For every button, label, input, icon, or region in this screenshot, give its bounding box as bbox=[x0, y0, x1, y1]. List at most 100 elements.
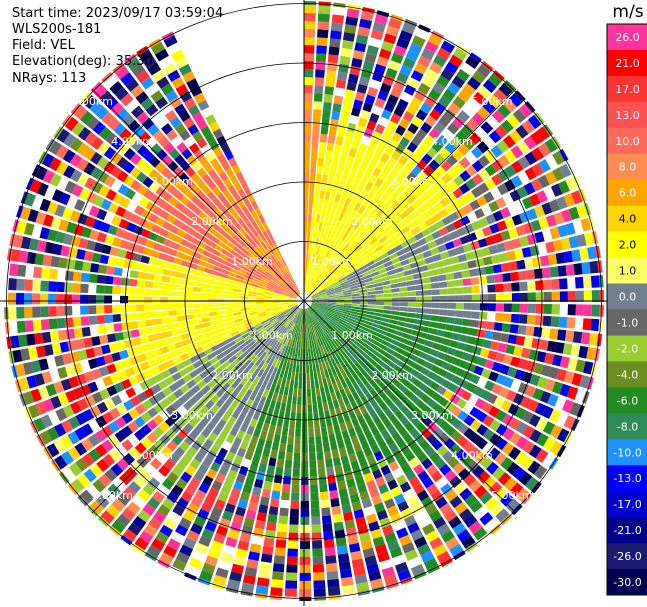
velocity-gate bbox=[392, 449, 404, 460]
velocity-gate bbox=[421, 416, 433, 427]
velocity-gate bbox=[332, 315, 340, 321]
velocity-gate bbox=[350, 285, 359, 290]
velocity-gate bbox=[338, 221, 346, 231]
velocity-gate bbox=[506, 461, 520, 476]
velocity-gate bbox=[534, 205, 546, 218]
velocity-gate bbox=[401, 177, 412, 189]
velocity-gate bbox=[526, 208, 538, 221]
velocity-gate bbox=[360, 227, 369, 236]
velocity-gate bbox=[474, 208, 485, 219]
velocity-gate bbox=[566, 317, 576, 329]
velocity-gate bbox=[316, 310, 323, 317]
velocity-gate bbox=[482, 339, 492, 349]
velocity-gate bbox=[429, 537, 443, 550]
velocity-gate bbox=[426, 333, 436, 342]
velocity-gate bbox=[374, 312, 383, 317]
velocity-gate bbox=[509, 482, 524, 497]
velocity-gate bbox=[359, 301, 368, 305]
velocity-gate bbox=[452, 462, 465, 475]
velocity-gate bbox=[326, 289, 335, 293]
velocity-gate bbox=[357, 205, 366, 215]
velocity-gate bbox=[329, 349, 336, 358]
velocity-gate bbox=[330, 279, 339, 285]
velocity-gate bbox=[345, 324, 353, 331]
velocity-gate bbox=[351, 363, 359, 373]
velocity-gate bbox=[316, 230, 321, 239]
velocity-gate bbox=[400, 166, 411, 177]
velocity-gate bbox=[321, 117, 330, 127]
velocity-gate bbox=[332, 103, 342, 113]
velocity-gate bbox=[417, 543, 431, 556]
velocity-gate bbox=[547, 393, 559, 407]
velocity-gate bbox=[360, 439, 370, 450]
velocity-gate bbox=[440, 483, 453, 496]
velocity-gate bbox=[429, 451, 441, 464]
velocity-gate bbox=[360, 109, 371, 120]
colorbar-tick-label: -6.0 bbox=[617, 394, 638, 407]
velocity-gate bbox=[451, 418, 463, 430]
velocity-gate bbox=[439, 344, 449, 354]
velocity-gate bbox=[313, 262, 318, 271]
velocity-gate bbox=[366, 287, 376, 292]
velocity-gate bbox=[401, 542, 415, 554]
velocity-gate bbox=[447, 82, 461, 95]
velocity-gate bbox=[529, 429, 542, 443]
velocity-gate bbox=[350, 330, 359, 337]
velocity-gate bbox=[307, 308, 311, 316]
velocity-gate bbox=[441, 173, 453, 184]
velocity-gate bbox=[359, 307, 368, 311]
velocity-gate bbox=[417, 470, 430, 482]
velocity-gate bbox=[364, 181, 374, 191]
velocity-gate bbox=[371, 322, 381, 329]
velocity-gate bbox=[367, 305, 376, 309]
velocity-gate bbox=[331, 236, 338, 245]
velocity-gate bbox=[519, 303, 528, 313]
velocity-gate bbox=[355, 370, 364, 379]
velocity-gate bbox=[436, 47, 451, 61]
velocity-gate bbox=[446, 154, 458, 167]
velocity-gate bbox=[399, 210, 409, 220]
velocity-gate bbox=[371, 354, 381, 363]
velocity-gate bbox=[548, 199, 561, 213]
velocity-gate bbox=[486, 461, 499, 475]
velocity-gate bbox=[398, 155, 409, 166]
velocity-gate bbox=[378, 235, 388, 244]
velocity-gate bbox=[580, 217, 592, 232]
velocity-gate bbox=[435, 329, 445, 337]
velocity-gate bbox=[319, 133, 328, 143]
velocity-gate bbox=[367, 332, 376, 340]
velocity-gate bbox=[335, 248, 342, 256]
velocity-gate bbox=[370, 271, 380, 277]
velocity-gate bbox=[487, 293, 496, 302]
velocity-gate bbox=[311, 297, 320, 300]
velocity-gate bbox=[484, 150, 497, 163]
velocity-gate bbox=[388, 60, 401, 72]
velocity-gate bbox=[513, 346, 524, 357]
velocity-gate bbox=[404, 549, 419, 561]
velocity-gate bbox=[438, 226, 449, 236]
velocity-gate bbox=[362, 153, 372, 164]
velocity-gate bbox=[335, 306, 344, 309]
velocity-gate bbox=[567, 386, 579, 400]
velocity-gate bbox=[515, 487, 530, 502]
velocity-gate bbox=[487, 350, 498, 361]
velocity-gate bbox=[530, 178, 543, 192]
velocity-gate bbox=[354, 274, 364, 280]
velocity-gate bbox=[348, 427, 357, 438]
velocity-gate bbox=[324, 352, 331, 361]
velocity-gate bbox=[354, 408, 362, 418]
velocity-gate bbox=[545, 241, 556, 254]
velocity-gate bbox=[433, 54, 447, 67]
velocity-gate bbox=[419, 265, 429, 272]
velocity-gate bbox=[429, 61, 443, 74]
velocity-gate bbox=[437, 368, 448, 378]
velocity-gate bbox=[505, 498, 520, 513]
velocity-gate bbox=[319, 304, 328, 307]
velocity-gate bbox=[437, 322, 447, 330]
velocity-gate bbox=[362, 6, 375, 14]
velocity-gate bbox=[373, 316, 383, 321]
velocity-gate bbox=[455, 207, 467, 218]
velocity-gate bbox=[405, 205, 416, 215]
velocity-gate bbox=[560, 237, 571, 250]
velocity-gate bbox=[311, 295, 320, 299]
